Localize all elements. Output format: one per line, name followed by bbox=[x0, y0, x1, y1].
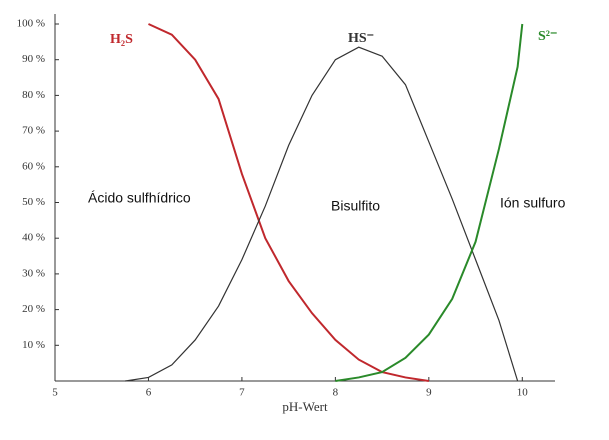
series-label: S²⁻ bbox=[538, 29, 557, 44]
y-tick-label: 20 % bbox=[22, 303, 45, 315]
x-tick-label: 5 bbox=[52, 387, 58, 399]
series-label: H₂S bbox=[110, 32, 133, 47]
annotation: Ión sulfuro bbox=[500, 195, 566, 211]
y-tick-label: 50 % bbox=[22, 196, 45, 208]
annotation: Ácido sulfhídrico bbox=[88, 190, 191, 206]
y-tick-label: 100 % bbox=[17, 18, 45, 30]
x-tick-label: 6 bbox=[146, 387, 152, 399]
y-tick-label: 10 % bbox=[22, 339, 45, 351]
x-tick-label: 9 bbox=[426, 387, 432, 399]
x-tick-label: 7 bbox=[239, 387, 245, 399]
series-line bbox=[125, 46, 519, 382]
series-line bbox=[335, 23, 524, 382]
series-label: HS⁻ bbox=[348, 31, 374, 46]
x-axis-label: pH-Wert bbox=[282, 399, 328, 414]
x-tick-label: 8 bbox=[333, 387, 339, 399]
y-tick-label: 40 % bbox=[22, 232, 45, 244]
x-tick-label: 10 bbox=[517, 387, 529, 399]
y-tick-label: 90 % bbox=[22, 53, 45, 65]
y-tick-label: 80 % bbox=[22, 89, 45, 101]
y-tick-label: 30 % bbox=[22, 267, 45, 279]
annotation: Bisulfito bbox=[331, 198, 380, 214]
y-tick-label: 70 % bbox=[22, 125, 45, 137]
y-tick-label: 60 % bbox=[22, 160, 45, 172]
